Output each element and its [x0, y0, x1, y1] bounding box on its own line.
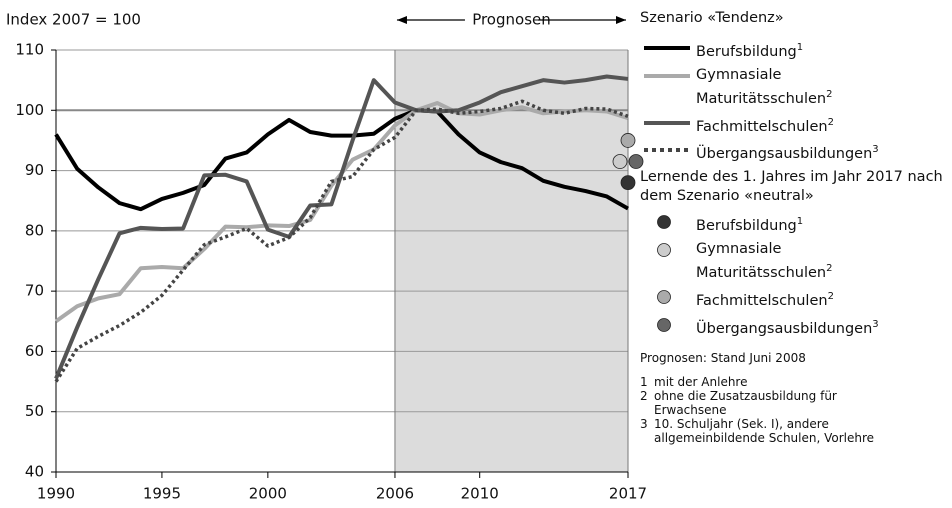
legend-key [657, 317, 671, 332]
y-tick-label: 110 [15, 41, 44, 59]
legend: Szenario «Tendenz» Berufsbildung1 Gymnasi… [640, 8, 950, 445]
legend-item: Fachmittelschulen2 [640, 113, 950, 137]
legend-footnote: 3 [872, 144, 879, 156]
legend-name: Gymnasiale Maturitätsschulen [696, 241, 827, 281]
legend-swatch [657, 215, 671, 230]
y-tick-label: 100 [15, 101, 44, 119]
legend-key [657, 243, 671, 258]
legend-name: Übergangsausbildungen [696, 320, 873, 337]
scenario-point [612, 154, 628, 169]
legend-footnote: 2 [827, 290, 834, 302]
legend-footnote: 2 [826, 88, 833, 100]
forecast-area [394, 50, 628, 472]
legend-points: Berufsbildung1 Gymnasiale Maturitätsschul… [640, 212, 950, 338]
footnote: 1 mit der Anlehre [640, 375, 950, 389]
footnote-text: mit der Anlehre [654, 374, 748, 389]
y-tick-label: 50 [25, 402, 44, 420]
legend-name: Fachmittelschulen [696, 292, 828, 309]
legend-label: Gymnasiale Maturitätsschulen2 [696, 66, 896, 109]
legend-footnote: 2 [827, 116, 834, 128]
legend-footnote: 3 [872, 318, 879, 330]
y-tick-label: 40 [25, 463, 44, 481]
x-tick-label: 2006 [376, 485, 414, 503]
legend-item: Berufsbildung1 [640, 212, 950, 236]
legend-item: Gymnasiale Maturitätsschulen2 [640, 66, 950, 109]
legend-key [644, 73, 690, 78]
footnote-marker: 2 [640, 388, 648, 403]
legend-item: Übergangsausbildungen3 [640, 140, 950, 164]
forecast-arrow-head [396, 16, 407, 24]
legend-footnote: 2 [826, 263, 833, 275]
legend-label: Berufsbildung1 [696, 38, 896, 62]
x-tick-label: 1995 [143, 485, 181, 503]
forecast-arrow-head [616, 16, 626, 24]
scenario-point [628, 154, 644, 169]
scenario-point [620, 133, 636, 148]
series-line [54, 74, 629, 380]
legend-item: Fachmittelschulen2 [640, 287, 950, 311]
legend-footnote: 1 [796, 42, 804, 53]
legend-label: Übergangsausbildungen3 [696, 140, 896, 164]
legend-footnote: 1 [796, 216, 804, 228]
footnote: 2 ohne die Zusatzausbildung für Erwachsen… [640, 389, 950, 417]
legend-label: Fachmittelschulen2 [696, 287, 896, 311]
y-tick-label: 60 [25, 342, 44, 360]
legend-name: Übergangsausbildungen [696, 146, 873, 163]
legend-key [644, 120, 690, 125]
legend-key [657, 215, 671, 230]
footnote-text: 10. Schuljahr (Sek. I), andere allgemein… [654, 416, 875, 445]
legend-item: Gymnasiale Maturitätsschulen2 [640, 240, 950, 283]
footnote-text: ohne die Zusatzausbildung für Erwachsene [654, 388, 837, 417]
y-tick-label: 70 [25, 282, 44, 300]
legend-label: Fachmittelschulen2 [696, 113, 896, 137]
legend-name: Fachmittelschulen [696, 118, 828, 135]
footnotes: 1 mit der Anlehre 2 ohne die Zusatzausbildu… [640, 375, 950, 445]
forecast-label: Prognosen [472, 11, 551, 29]
legend-name: Berufsbildung [696, 43, 797, 60]
legend-key [657, 290, 671, 304]
y-tick-label: 80 [25, 221, 44, 239]
footnote-marker: 1 [640, 374, 648, 389]
scenario-point [620, 175, 636, 191]
scenario-title: Lernende des 1. Jahres im Jahr 2017 nach… [640, 169, 943, 205]
legend-key [644, 148, 690, 153]
legend-title: Szenario «Tendenz» [640, 10, 784, 26]
legend-name: Gymnasiale Maturitätsschulen [696, 66, 827, 107]
x-tick-label: 2000 [249, 485, 287, 503]
series-line [54, 99, 629, 383]
legend-swatch [657, 317, 671, 332]
legend-item: Berufsbildung1 [640, 38, 950, 62]
x-tick-label: 2017 [609, 485, 647, 503]
legend-lines: Berufsbildung1 Gymnasiale Maturitätsschul… [640, 38, 950, 164]
legend-name: Berufsbildung [696, 218, 797, 235]
legend-key [644, 46, 690, 50]
legend-label: Berufsbildung1 [696, 212, 896, 236]
series-line [54, 108, 629, 212]
y-tick-label: 90 [25, 161, 44, 179]
y-axis-title: Index 2007 = 100 [6, 11, 141, 29]
legend-swatch [657, 290, 671, 304]
legend-swatch [657, 243, 671, 258]
source-note: Prognosen: Stand Juni 2008 [640, 350, 806, 365]
legend-item: Übergangsausbildungen3 [640, 315, 950, 339]
legend-label: Gymnasiale Maturitätsschulen2 [696, 240, 896, 283]
x-tick-label: 1990 [37, 485, 75, 503]
x-tick-label: 2010 [461, 485, 499, 503]
footnote: 3 10. Schuljahr (Sek. I), andere allgemei… [640, 417, 950, 445]
legend-label: Übergangsausbildungen3 [696, 315, 896, 339]
footnote-marker: 3 [640, 416, 648, 431]
